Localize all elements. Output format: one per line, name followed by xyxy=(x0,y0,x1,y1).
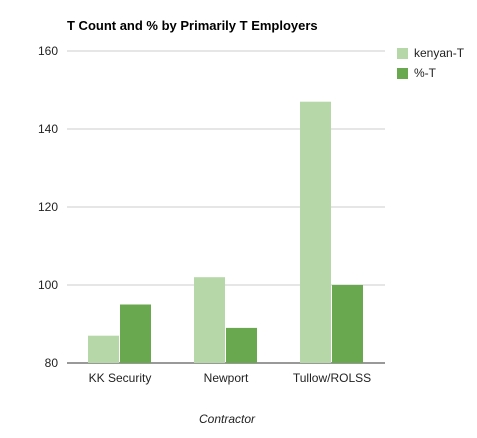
chart-title: T Count and % by Primarily T Employers xyxy=(67,18,318,33)
bars xyxy=(88,101,363,364)
bar-kenyan-T-tullow-rolss[interactable] xyxy=(300,101,331,363)
bar-kenyan-T-kk-security[interactable] xyxy=(88,335,119,363)
y-tick-label: 120 xyxy=(38,200,58,214)
x-tick-label: Tullow/ROLSS xyxy=(293,371,371,385)
x-tick-label: KK Security xyxy=(89,371,152,385)
legend-swatch xyxy=(397,48,408,59)
x-axis-ticks: KK Security Newport Tullow/ROLSS xyxy=(89,371,371,385)
y-tick-label: 140 xyxy=(38,122,58,136)
bar-%-T-tullow-rolss[interactable] xyxy=(332,285,363,363)
bar-%-T-kk-security[interactable] xyxy=(120,304,151,364)
legend: kenyan-T %-T xyxy=(397,46,465,80)
y-axis-ticks: 80 100 120 140 160 xyxy=(38,44,58,370)
legend-label: kenyan-T xyxy=(414,46,465,60)
legend-label: %-T xyxy=(414,66,437,80)
legend-swatch xyxy=(397,68,408,79)
bar-%-T-newport[interactable] xyxy=(226,327,257,363)
x-tick-label: Newport xyxy=(204,371,249,385)
bar-kenyan-T-newport[interactable] xyxy=(194,277,225,363)
y-tick-label: 80 xyxy=(45,356,59,370)
y-tick-label: 100 xyxy=(38,278,58,292)
y-tick-label: 160 xyxy=(38,44,58,58)
x-axis-label: Contractor xyxy=(199,412,256,426)
